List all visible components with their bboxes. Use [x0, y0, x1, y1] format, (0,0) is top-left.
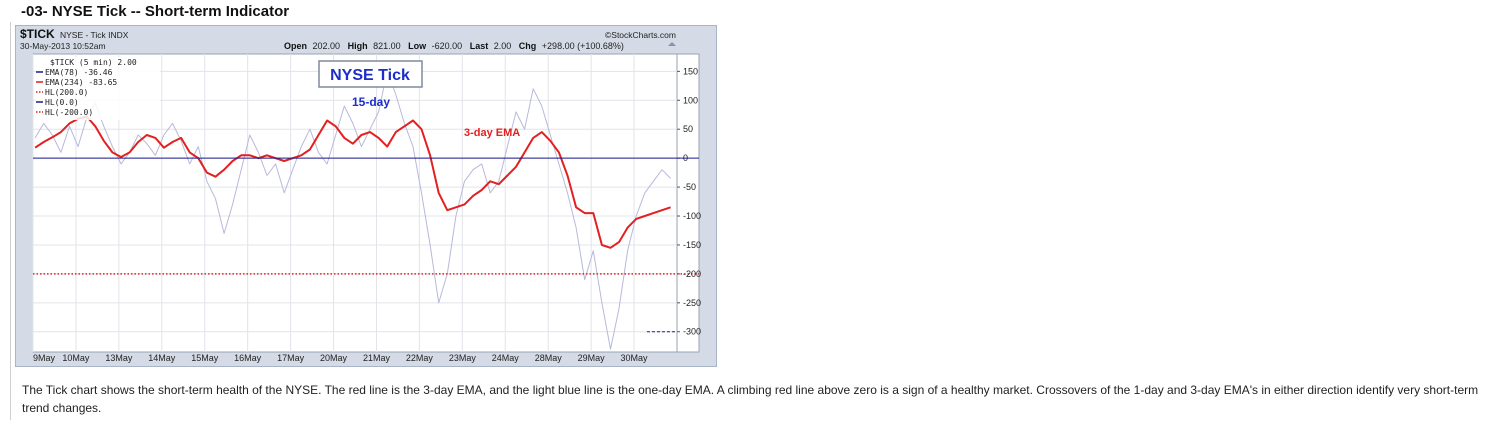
x-tick-label: 14May — [148, 353, 176, 363]
section-title: -03- NYSE Tick -- Short-term Indicator — [21, 3, 290, 20]
annotation-3-day-ema: 3-day EMA — [464, 127, 520, 139]
x-tick-label: 28May — [535, 353, 563, 363]
chart-datetime: 30-May-2013 10:52am — [20, 41, 106, 51]
y-tick-label: -300 — [683, 327, 701, 337]
series-line-ema-234 — [34, 115, 671, 249]
y-tick-label: -50 — [683, 182, 696, 192]
ohlc-readout: Open 202.00 High 821.00 Low -620.00 Last… — [284, 41, 676, 51]
annotation-box — [318, 60, 423, 88]
series-line-ema-78 — [34, 70, 671, 350]
chg-value: +298.00 (+100.68%) — [542, 41, 624, 51]
y-tick-label: -200 — [683, 269, 701, 279]
legend-item: HL(0.0) — [45, 98, 79, 107]
x-tick-label: 16May — [234, 353, 262, 363]
collapse-triangle-icon — [668, 42, 676, 46]
chart-watermark: ©StockCharts.com — [605, 30, 676, 40]
y-tick-label: -150 — [683, 240, 701, 250]
y-tick-label: 100 — [683, 95, 698, 105]
x-tick-label: 20May — [320, 353, 348, 363]
y-tick-label: 50 — [683, 124, 693, 134]
series-layer — [34, 70, 671, 350]
open-label: Open — [284, 41, 307, 51]
annotation-boxed: NYSE Tick — [318, 60, 423, 88]
low-value: -620.00 — [432, 41, 463, 51]
x-tick-label: 17May — [277, 353, 305, 363]
chart-caption: The Tick chart shows the short-term heal… — [22, 383, 1479, 415]
legend-item: HL(200.0) — [45, 88, 88, 97]
x-tick-label: 24May — [492, 353, 520, 363]
x-tick-label: 10May — [62, 353, 90, 363]
x-tick-label: 30May — [621, 353, 649, 363]
chart-symbol: $TICK — [20, 27, 55, 41]
last-value: 2.00 — [494, 41, 512, 51]
high-value: 821.00 — [373, 41, 401, 51]
legend-background — [36, 57, 160, 120]
left-border — [10, 22, 11, 420]
hline-layer — [33, 157, 699, 333]
open-value: 202.00 — [313, 41, 341, 51]
x-tick-label: 23May — [449, 353, 477, 363]
legend-item: HL(-200.0) — [45, 108, 93, 117]
legend-item: EMA(78) -36.46 — [45, 68, 113, 77]
ohlc-text: Open 202.00 High 821.00 Low -620.00 Last… — [284, 41, 624, 51]
high-label: High — [348, 41, 368, 51]
chart-svg: $TICK NYSE - Tick INDX 30-May-2013 10:52… — [20, 27, 701, 363]
y-tick-label: 150 — [683, 66, 698, 76]
y-tick-label: 0 — [683, 153, 688, 163]
y-tick-label: -100 — [683, 211, 701, 221]
y-axis-panel — [676, 53, 700, 353]
chart-frame: $TICK NYSE - Tick INDX 30-May-2013 10:52… — [15, 25, 717, 367]
chart-description: NYSE - Tick INDX — [60, 30, 129, 40]
annotation-nyse-tick: NYSE Tick — [330, 67, 410, 84]
annotation-15-day: 15-day — [352, 95, 390, 109]
low-label: Low — [408, 41, 427, 51]
legend-item: EMA(234) -83.65 — [45, 78, 117, 87]
x-tick-labels: 9May 10May 13May 14May 15May 16May 17May 20May 2… — [33, 353, 648, 363]
x-tick-label: 21May — [363, 353, 391, 363]
x-tick-label: 9May — [33, 353, 56, 363]
chg-label: Chg — [519, 41, 537, 51]
legend-item: $TICK (5 min) 2.00 — [50, 58, 137, 67]
x-tick-label: 15May — [191, 353, 219, 363]
last-label: Last — [470, 41, 489, 51]
y-tick-labels: 150 100 50 0 -50 -100 -150 -200 -250 -300 — [683, 66, 701, 336]
x-tick-label: 13May — [105, 353, 133, 363]
y-tick-label: -250 — [683, 298, 701, 308]
x-tick-label: 22May — [406, 353, 434, 363]
x-tick-label: 29May — [578, 353, 606, 363]
